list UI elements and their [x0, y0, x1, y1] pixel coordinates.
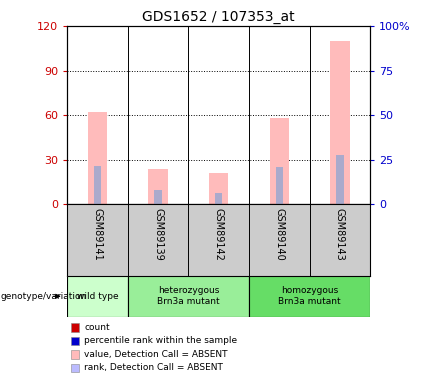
Text: count: count [84, 323, 110, 332]
Text: GSM89140: GSM89140 [274, 208, 284, 261]
Bar [88, 112, 107, 204]
Bar [330, 41, 349, 204]
Title: GDS1652 / 107353_at: GDS1652 / 107353_at [142, 10, 295, 24]
Text: homozygous
Brn3a mutant: homozygous Brn3a mutant [278, 286, 341, 306]
Text: genotype/variation: genotype/variation [0, 292, 87, 301]
Bar [128, 276, 249, 317]
Bar [270, 118, 289, 204]
Bar [67, 276, 128, 317]
Bar [209, 173, 228, 204]
Text: GSM89143: GSM89143 [335, 208, 345, 261]
Text: heterozygous
Brn3a mutant: heterozygous Brn3a mutant [157, 286, 220, 306]
Bar [336, 155, 344, 204]
Bar [275, 167, 283, 204]
Text: value, Detection Call = ABSENT: value, Detection Call = ABSENT [84, 350, 228, 359]
Bar [94, 166, 101, 204]
Text: GSM89142: GSM89142 [213, 208, 224, 261]
Text: percentile rank within the sample: percentile rank within the sample [84, 336, 238, 345]
Bar [249, 276, 370, 317]
Bar [215, 192, 223, 204]
Text: wild type: wild type [77, 292, 118, 301]
Text: GSM89139: GSM89139 [153, 208, 163, 261]
Text: GSM89141: GSM89141 [92, 208, 103, 261]
Bar [149, 169, 168, 204]
Bar [154, 189, 162, 204]
Text: rank, Detection Call = ABSENT: rank, Detection Call = ABSENT [84, 363, 223, 372]
